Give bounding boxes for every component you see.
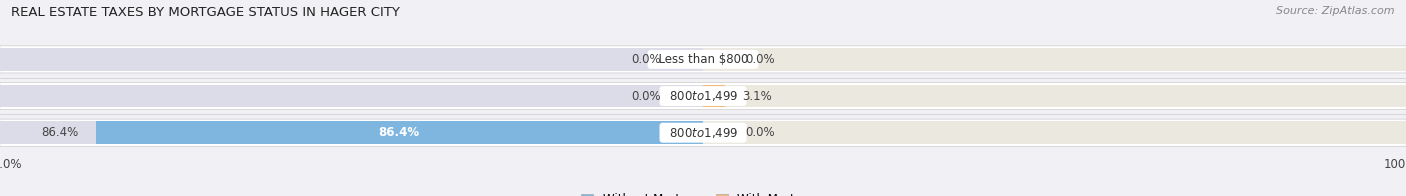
Text: Less than $800: Less than $800 (651, 53, 755, 66)
Text: Source: ZipAtlas.com: Source: ZipAtlas.com (1277, 6, 1395, 16)
Text: REAL ESTATE TAXES BY MORTGAGE STATUS IN HAGER CITY: REAL ESTATE TAXES BY MORTGAGE STATUS IN … (11, 6, 401, 19)
Text: $800 to $1,499: $800 to $1,499 (662, 89, 744, 103)
Text: 86.4%: 86.4% (41, 126, 77, 139)
Text: 3.1%: 3.1% (742, 90, 772, 103)
FancyBboxPatch shape (0, 83, 1406, 110)
Text: 0.0%: 0.0% (745, 126, 775, 139)
FancyBboxPatch shape (0, 46, 1406, 73)
Bar (96, 121, 703, 144)
Bar (0, 121, 703, 144)
Bar (0, 48, 703, 71)
Text: 0.0%: 0.0% (745, 53, 775, 66)
Bar (703, 85, 725, 107)
FancyBboxPatch shape (0, 119, 1406, 146)
Legend: Without Mortgage, With Mortgage: Without Mortgage, With Mortgage (581, 193, 825, 196)
Bar (0, 85, 703, 107)
Bar (703, 121, 1406, 144)
Text: 0.0%: 0.0% (631, 90, 661, 103)
Bar (703, 48, 1406, 71)
Text: $800 to $1,499: $800 to $1,499 (662, 126, 744, 140)
Text: 86.4%: 86.4% (378, 126, 420, 139)
Bar (703, 85, 1406, 107)
Text: 0.0%: 0.0% (631, 53, 661, 66)
